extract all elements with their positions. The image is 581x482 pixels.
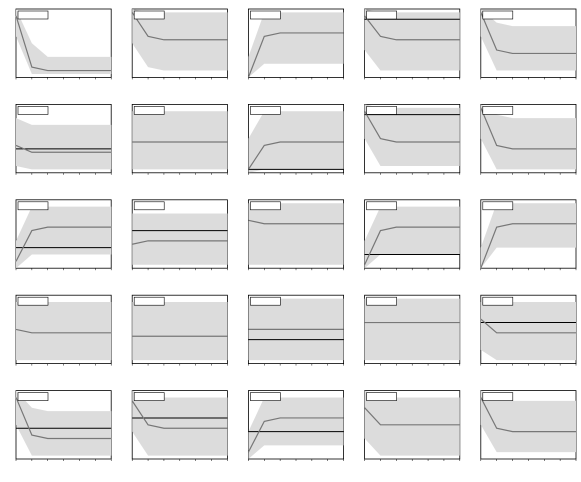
legend-box: [250, 392, 281, 401]
confidence-band: [364, 206, 460, 269]
legend-box: [250, 10, 281, 20]
legend-box: [250, 296, 281, 306]
legend-box: [482, 296, 514, 306]
response-line: [480, 397, 576, 433]
response-line: [480, 12, 576, 55]
response-line: [131, 12, 228, 41]
confidence-band: [16, 9, 112, 74]
response-line: [480, 223, 576, 269]
legend-box: [366, 106, 397, 115]
legend-box: [482, 201, 514, 211]
response-line: [15, 397, 112, 440]
legend-box: [366, 10, 397, 20]
confidence-band: [480, 104, 576, 170]
confidence-band: [16, 118, 112, 170]
response-line: [364, 407, 460, 426]
confidence-band: [364, 298, 460, 361]
legend-box: [482, 106, 514, 115]
confidence-band: [248, 12, 344, 78]
legend-box: [17, 392, 49, 401]
confidence-band: [480, 203, 576, 269]
legend-box: [133, 10, 165, 20]
confidence-band: [480, 390, 576, 453]
confidence-band: [16, 302, 112, 361]
response-line: [247, 32, 344, 78]
legend-box: [133, 392, 165, 401]
legend-box: [366, 392, 397, 401]
confidence-band: [248, 203, 344, 265]
legend-box: [250, 201, 281, 211]
response-line: [248, 219, 344, 225]
legend-box: [133, 201, 165, 211]
legend-box: [133, 106, 165, 115]
legend-box: [17, 106, 49, 115]
confidence-band: [16, 206, 112, 269]
response-line: [364, 15, 460, 41]
legend-box: [17, 296, 49, 306]
confidence-band: [132, 302, 228, 361]
confidence-band: [364, 104, 460, 166]
response-line: [247, 417, 344, 453]
legend-box: [133, 296, 165, 306]
response-line: [132, 240, 228, 245]
response-line: [364, 110, 460, 143]
response-line: [15, 15, 112, 72]
confidence-band: [248, 397, 344, 459]
response-line: [15, 328, 112, 334]
confidence-band: [364, 390, 460, 456]
legend-box: [366, 201, 397, 211]
legend-box: [366, 296, 397, 306]
response-line: [480, 107, 576, 150]
response-line: [247, 141, 344, 170]
response-line: [480, 318, 576, 334]
confidence-band: [132, 390, 228, 456]
legend-box: [17, 201, 49, 211]
legend-box: [250, 106, 281, 115]
confidence-band: [132, 111, 228, 170]
legend-box: [482, 10, 514, 20]
confidence-band: [480, 302, 576, 361]
response-line: [364, 226, 460, 266]
confidence-band: [16, 390, 112, 456]
confidence-band: [480, 9, 576, 71]
response-line: [15, 144, 112, 153]
legend-box: [17, 10, 49, 20]
confidence-band: [132, 213, 228, 265]
legend-box: [482, 392, 514, 401]
response-line: [15, 226, 112, 262]
response-line: [131, 400, 228, 429]
